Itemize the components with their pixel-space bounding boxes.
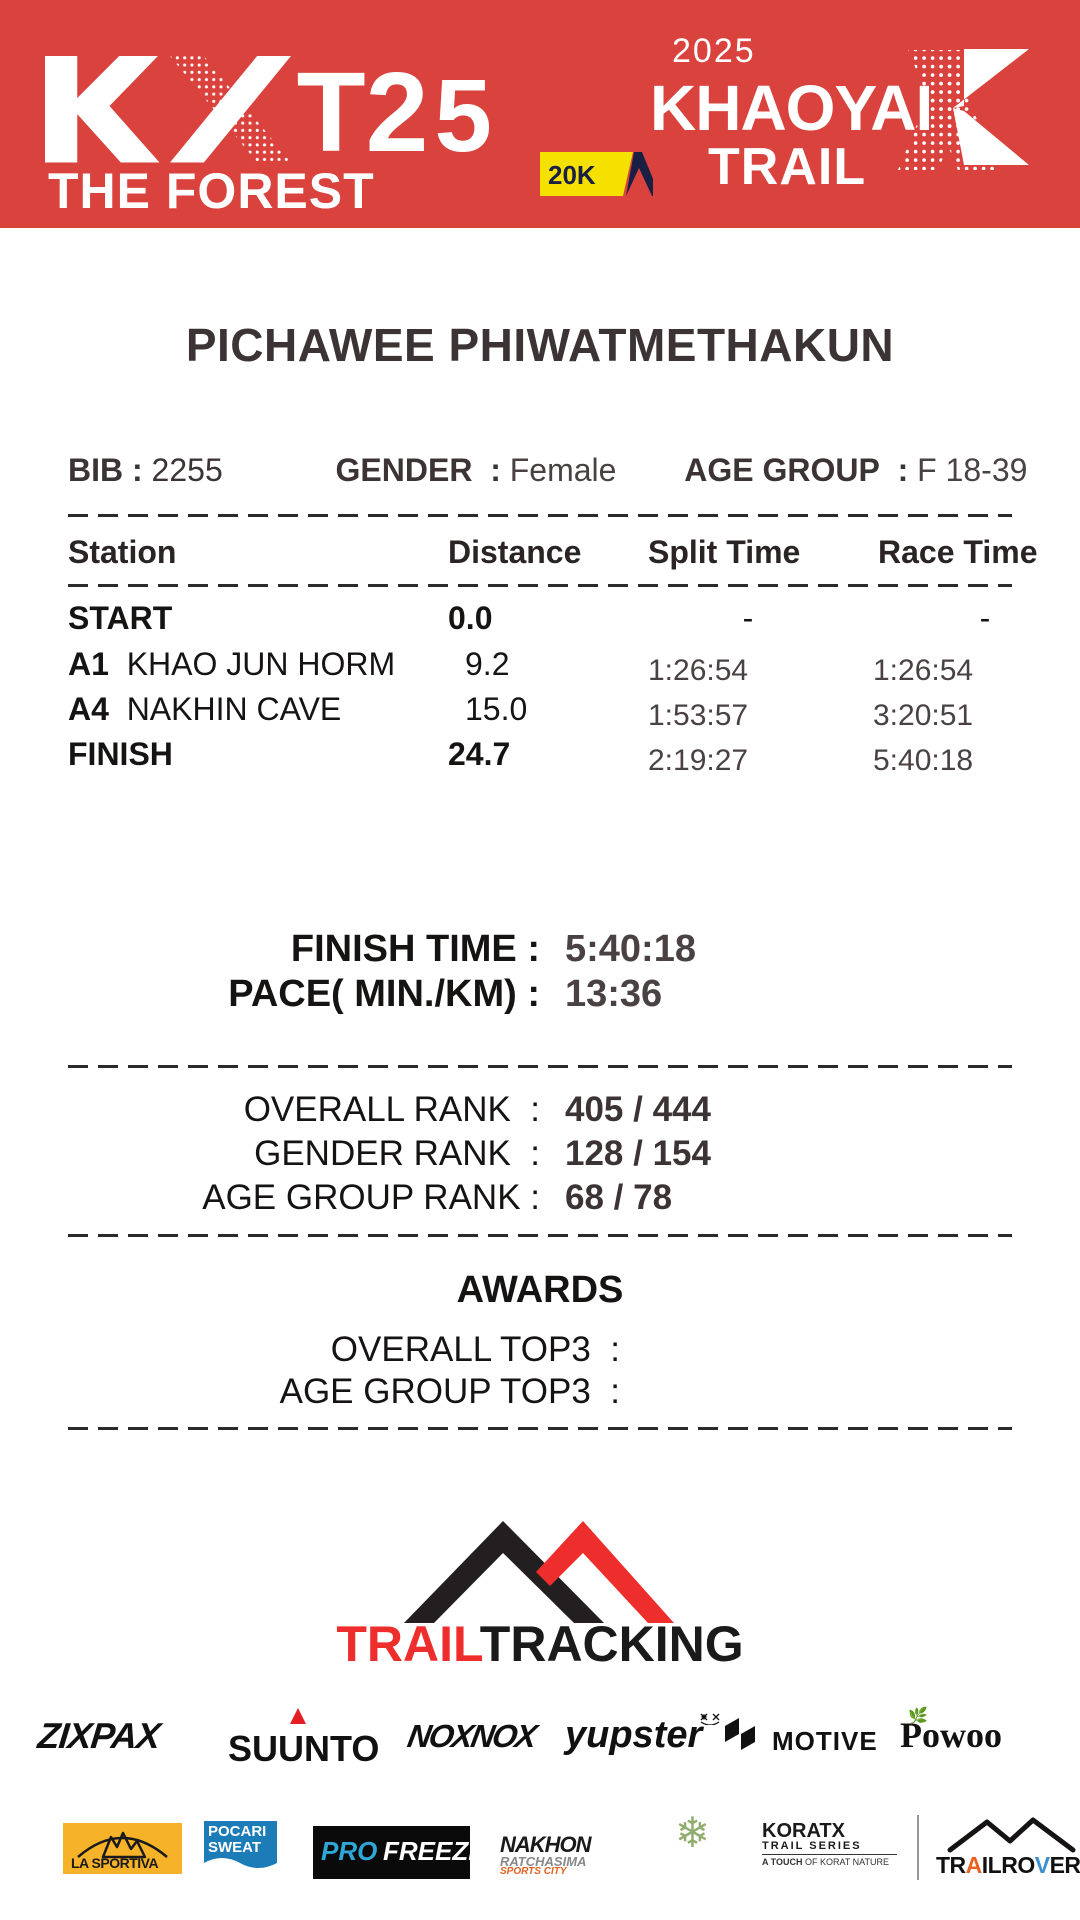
svg-text:KHAOYAI: KHAOYAI [650, 72, 932, 144]
svg-text:5: 5 [435, 58, 492, 173]
svg-text:2025: 2025 [672, 32, 756, 70]
svg-text:TRAIL: TRAIL [708, 138, 866, 196]
svg-text:20K: 20K [548, 160, 596, 190]
svg-text:T2: T2 [297, 56, 429, 175]
